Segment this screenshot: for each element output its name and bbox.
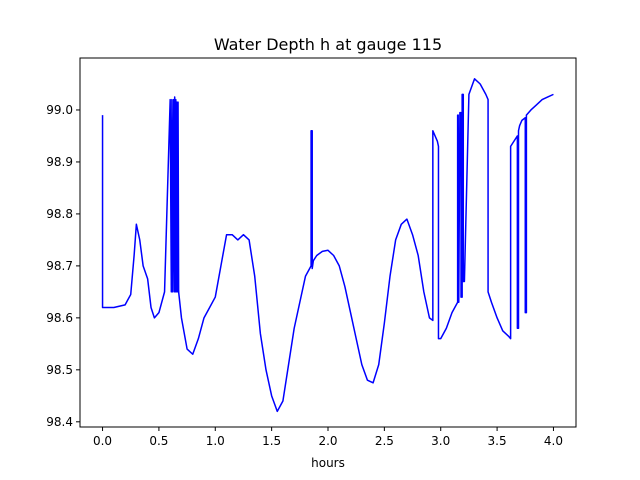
y-tick-label: 98.7 xyxy=(46,259,73,273)
x-axis: 0.0 0.5 1.0 1.5 2.0 2.5 3.0 3.5 4.0 xyxy=(93,427,563,448)
x-tick-label: 3.5 xyxy=(488,434,507,448)
y-tick-label: 99.0 xyxy=(46,103,73,117)
y-tick-label: 98.5 xyxy=(46,363,73,377)
x-tick-label: 4.0 xyxy=(544,434,563,448)
y-axis: 98.4 98.5 98.6 98.7 98.8 98.9 99.0 xyxy=(46,103,80,429)
y-tick-label: 98.9 xyxy=(46,155,73,169)
series-line-0 xyxy=(101,78,554,413)
chart-title: Water Depth h at gauge 115 xyxy=(214,35,442,54)
y-tick-label: 98.8 xyxy=(46,207,73,221)
x-tick-label: 2.0 xyxy=(318,434,337,448)
plot-area xyxy=(101,78,554,413)
x-tick-label: 2.5 xyxy=(375,434,394,448)
x-axis-label: hours xyxy=(311,456,345,470)
y-tick-label: 98.6 xyxy=(46,311,73,325)
x-tick-label: 1.5 xyxy=(262,434,281,448)
x-tick-label: 1.0 xyxy=(206,434,225,448)
x-tick-label: 0.5 xyxy=(149,434,168,448)
axes-frame xyxy=(79,57,577,428)
y-tick-label: 98.4 xyxy=(46,415,73,429)
x-tick-label: 0.0 xyxy=(93,434,112,448)
x-tick-label: 3.0 xyxy=(431,434,450,448)
